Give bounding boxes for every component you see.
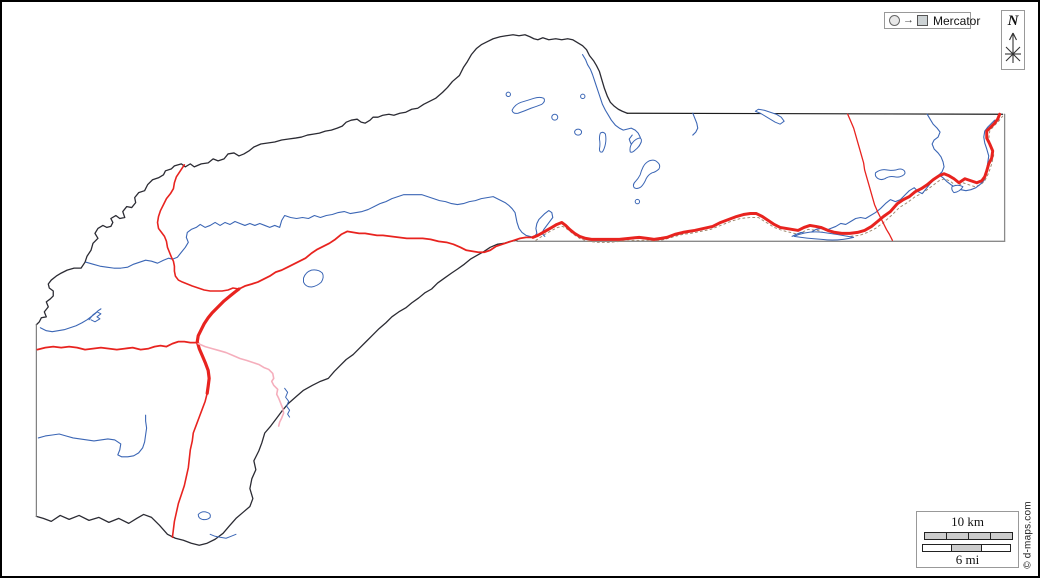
river-border-loop (793, 231, 855, 241)
scale-km-label: 10 km (951, 514, 984, 529)
road-highway-junction (195, 287, 241, 395)
lake-small-2 (574, 128, 583, 136)
lake-banana-vertical (598, 131, 607, 153)
lake-small-southwest (197, 511, 211, 521)
road-panhandle-thin (847, 113, 894, 241)
projection-legend: → Mercator (884, 12, 980, 29)
lake-tiny-1 (505, 91, 511, 98)
lake-fish-east (874, 168, 906, 181)
river-main-northern (85, 194, 554, 269)
lake-tiny-2 (580, 93, 586, 100)
river-southwest (37, 414, 148, 458)
boundary-coast-northwest (35, 34, 628, 326)
compass-star-icon (1005, 32, 1021, 63)
lake-small-1 (551, 113, 559, 121)
road-south-minor (171, 392, 208, 539)
boundary-panhandle-top-edge (626, 112, 1004, 115)
river-eastern-upper (791, 113, 945, 237)
projection-label: Mercator (933, 13, 981, 28)
copyright-text: © d-maps.com (1022, 501, 1034, 569)
scale-bar-mi (922, 544, 1011, 552)
boundary-south-and-southeast (35, 239, 518, 546)
lake-tiny-3 (634, 198, 641, 205)
lake-round-central (303, 269, 324, 288)
scale-box: 10 km 6 mi (916, 511, 1019, 568)
lake-strip-top-border (754, 108, 785, 125)
river-coast-parallel (582, 54, 642, 149)
river-bottom-border-stream (209, 533, 237, 539)
road-north-from-coast (156, 164, 240, 292)
road-minor-pink (197, 342, 285, 427)
lake-large-cluster (511, 96, 545, 114)
projection-globe-icon (889, 15, 900, 26)
road-west-horizontal (36, 340, 199, 351)
river-southeast-border-stream (284, 387, 291, 418)
scale-mi-label: 6 mi (955, 552, 980, 567)
road-highway-panhandle (531, 112, 1002, 241)
river-corner-blob (951, 184, 964, 194)
river-west-knot (88, 311, 102, 323)
projection-square-icon (917, 15, 928, 26)
north-label: N (1007, 13, 1019, 29)
projection-arrow-icon: → (903, 14, 914, 26)
road-northeast-medium (238, 230, 534, 290)
compass-box: N (1001, 10, 1025, 70)
river-top-border-stream (692, 112, 699, 136)
lake-seahorse (632, 159, 661, 189)
scale-bar-km (924, 532, 1013, 540)
lake-banana-tilted (629, 137, 642, 153)
